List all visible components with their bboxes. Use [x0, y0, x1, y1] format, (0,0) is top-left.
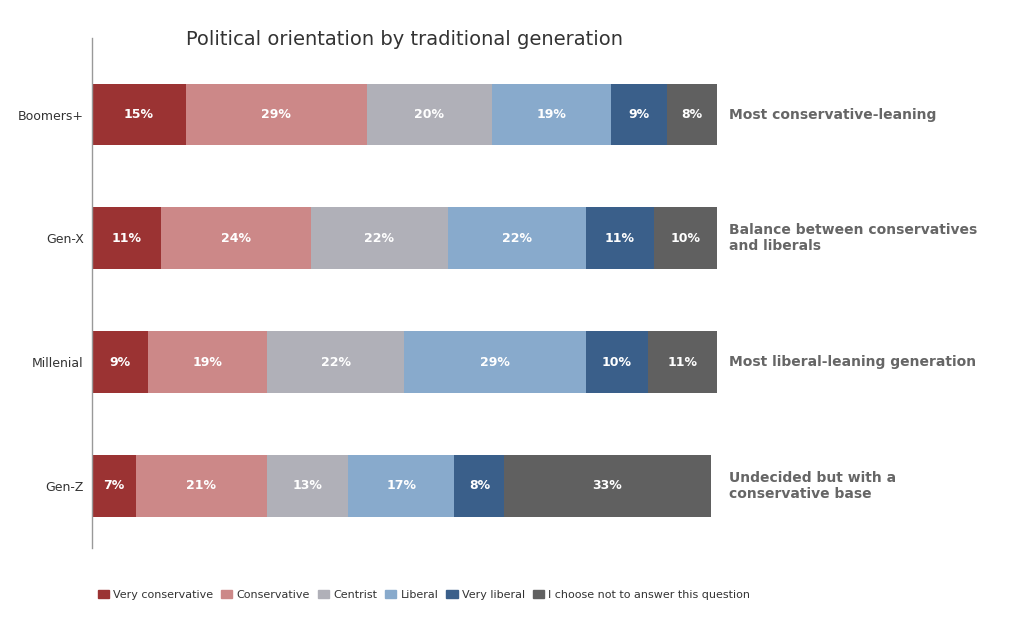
Bar [505, 455, 711, 517]
Bar [267, 331, 404, 393]
Bar [492, 84, 610, 145]
Legend: Very conservative, Conservative, Centrist, Liberal, Very liberal, I choose not t: Very conservative, Conservative, Centris… [97, 589, 751, 600]
Text: Undecided but with a
conservative base: Undecided but with a conservative base [729, 471, 896, 501]
Text: 13%: 13% [293, 479, 323, 493]
Text: 9%: 9% [628, 108, 649, 121]
Bar [610, 84, 667, 145]
Text: 22%: 22% [502, 232, 531, 245]
Text: 22%: 22% [365, 232, 394, 245]
Bar [267, 455, 348, 517]
Bar [586, 207, 654, 269]
Bar [667, 84, 717, 145]
Text: 10%: 10% [602, 355, 632, 369]
Text: 20%: 20% [415, 108, 444, 121]
Bar [404, 331, 586, 393]
Text: 10%: 10% [671, 232, 700, 245]
Text: 11%: 11% [668, 355, 697, 369]
Bar [136, 455, 267, 517]
Bar [92, 455, 136, 517]
Text: Most liberal-leaning generation: Most liberal-leaning generation [729, 355, 977, 369]
Text: 22%: 22% [321, 355, 351, 369]
Bar [186, 84, 367, 145]
Bar [367, 84, 492, 145]
Bar [455, 455, 505, 517]
Bar [654, 207, 717, 269]
Text: 11%: 11% [112, 232, 141, 245]
Text: 29%: 29% [261, 108, 292, 121]
Bar [92, 84, 186, 145]
Text: 19%: 19% [193, 355, 222, 369]
Text: 29%: 29% [480, 355, 510, 369]
Bar [586, 331, 648, 393]
Text: 24%: 24% [221, 232, 251, 245]
Text: 19%: 19% [537, 108, 566, 121]
Bar [92, 207, 161, 269]
Text: 8%: 8% [469, 479, 490, 493]
Text: 33%: 33% [593, 479, 623, 493]
Text: Most conservative-leaning: Most conservative-leaning [729, 108, 937, 121]
Bar [148, 331, 267, 393]
Bar [348, 455, 455, 517]
Text: 17%: 17% [386, 479, 417, 493]
Text: 11%: 11% [605, 232, 635, 245]
Bar [92, 331, 148, 393]
Text: 15%: 15% [124, 108, 154, 121]
Bar [449, 207, 586, 269]
Bar [311, 207, 449, 269]
Text: 7%: 7% [103, 479, 125, 493]
Text: 8%: 8% [681, 108, 702, 121]
Bar [648, 331, 717, 393]
Text: 9%: 9% [110, 355, 131, 369]
Title: Political orientation by traditional generation: Political orientation by traditional gen… [186, 30, 623, 50]
Bar [161, 207, 311, 269]
Text: 21%: 21% [186, 479, 216, 493]
Text: Balance between conservatives
and liberals: Balance between conservatives and libera… [729, 223, 978, 253]
